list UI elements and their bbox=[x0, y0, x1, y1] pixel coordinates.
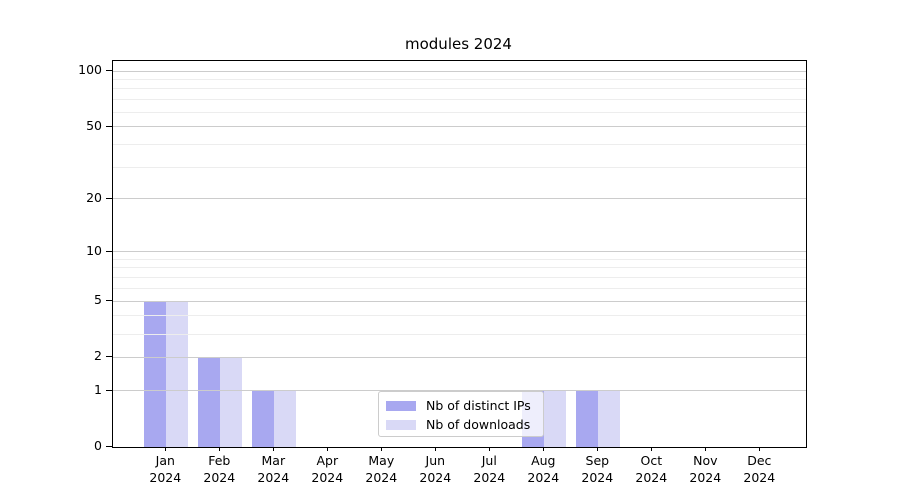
x-tick-mark bbox=[435, 447, 437, 451]
x-tick-mark bbox=[597, 447, 599, 451]
x-tick-mark bbox=[489, 447, 491, 451]
y-tick-label-100: 100 bbox=[78, 62, 102, 77]
y-tick-label-20: 20 bbox=[86, 189, 102, 205]
x-tick-mark bbox=[219, 447, 221, 451]
gridline-minor bbox=[113, 166, 806, 168]
bar-nb-of-distinct-ips-jan bbox=[144, 301, 167, 447]
y-tick-mark bbox=[106, 356, 112, 358]
gridline-minor bbox=[113, 333, 806, 335]
x-tick-label-dec: Dec 2024 bbox=[743, 453, 776, 485]
x-tick-label-apr: Apr 2024 bbox=[311, 453, 344, 485]
bar-nb-of-distinct-ips-mar bbox=[252, 390, 275, 447]
gridline-major bbox=[113, 70, 806, 72]
gridline-minor bbox=[113, 88, 806, 90]
x-tick-label-mar: Mar 2024 bbox=[257, 453, 290, 485]
x-tick-mark bbox=[543, 447, 545, 451]
bar-nb-of-downloads-aug bbox=[544, 390, 567, 447]
y-tick-mark bbox=[106, 125, 112, 127]
x-tick-label-feb: Feb 2024 bbox=[203, 453, 236, 485]
y-tick-mark bbox=[106, 300, 112, 302]
bar-nb-of-downloads-feb bbox=[220, 357, 243, 447]
x-tick-mark bbox=[705, 447, 707, 451]
legend-swatch-downloads-icon bbox=[386, 419, 416, 430]
y-tick-mark bbox=[106, 389, 112, 391]
x-tick-mark bbox=[759, 447, 761, 451]
legend-item-distinct-ips: Nb of distinct IPs bbox=[386, 396, 543, 415]
x-tick-mark bbox=[381, 447, 383, 451]
chart-title: modules 2024 bbox=[405, 35, 512, 53]
y-tick-label-50: 50 bbox=[86, 117, 102, 133]
gridline-major bbox=[113, 126, 806, 128]
x-tick-label-may: May 2024 bbox=[365, 453, 398, 485]
y-tick-label-0: 0 bbox=[94, 438, 102, 453]
bar-nb-of-downloads-jan bbox=[166, 301, 189, 447]
gridline-minor bbox=[113, 287, 806, 289]
legend-label-downloads: Nb of downloads bbox=[426, 417, 531, 432]
x-tick-mark bbox=[327, 447, 329, 451]
y-tick-label-2: 2 bbox=[94, 348, 102, 364]
y-tick-mark bbox=[106, 197, 112, 199]
x-tick-label-jun: Jun 2024 bbox=[419, 453, 452, 485]
gridline-minor bbox=[113, 78, 806, 80]
x-tick-mark bbox=[273, 447, 275, 451]
x-tick-label-aug: Aug 2024 bbox=[527, 453, 560, 485]
legend-item-downloads: Nb of downloads bbox=[386, 415, 543, 434]
bar-nb-of-distinct-ips-sep bbox=[576, 390, 599, 447]
y-tick-label-5: 5 bbox=[94, 292, 102, 308]
y-tick-label-10: 10 bbox=[86, 242, 102, 258]
y-tick-mark bbox=[106, 70, 112, 71]
x-tick-label-jul: Jul 2024 bbox=[473, 453, 506, 485]
gridline-minor bbox=[113, 258, 806, 260]
legend-label-distinct-ips: Nb of distinct IPs bbox=[426, 398, 531, 413]
x-tick-label-oct: Oct 2024 bbox=[635, 453, 668, 485]
gridline-major bbox=[113, 251, 806, 253]
gridline-minor bbox=[113, 143, 806, 145]
gridline-minor bbox=[113, 111, 806, 113]
gridline-minor bbox=[113, 267, 806, 269]
gridline-minor bbox=[113, 277, 806, 279]
x-tick-mark bbox=[651, 447, 653, 451]
x-tick-mark bbox=[165, 447, 167, 451]
bar-nb-of-downloads-mar bbox=[274, 390, 297, 447]
x-tick-label-jan: Jan 2024 bbox=[149, 453, 182, 485]
y-tick-mark bbox=[106, 250, 112, 252]
gridline-major bbox=[113, 198, 806, 200]
gridline-minor bbox=[113, 99, 806, 101]
plot-area: Nb of distinct IPs Nb of downloads bbox=[112, 60, 807, 448]
y-tick-mark bbox=[106, 446, 112, 447]
x-tick-label-sep: Sep 2024 bbox=[581, 453, 614, 485]
gridline-major bbox=[113, 390, 806, 392]
gridline-major bbox=[113, 356, 806, 358]
bar-nb-of-downloads-sep bbox=[598, 390, 621, 447]
legend-swatch-distinct-ips-icon bbox=[386, 400, 416, 411]
x-tick-label-nov: Nov 2024 bbox=[689, 453, 722, 485]
gridline-major bbox=[113, 300, 806, 302]
gridline-minor bbox=[113, 315, 806, 317]
y-tick-label-1: 1 bbox=[94, 381, 102, 397]
bar-nb-of-distinct-ips-feb bbox=[198, 357, 221, 447]
legend: Nb of distinct IPs Nb of downloads bbox=[378, 391, 544, 437]
